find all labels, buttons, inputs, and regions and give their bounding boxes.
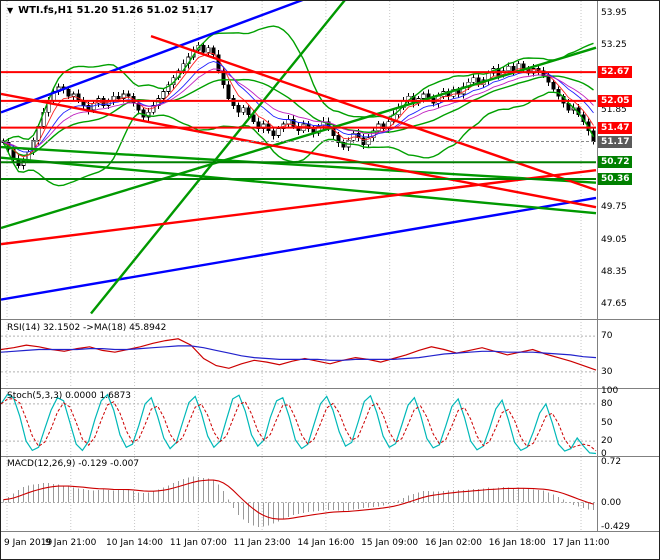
candle-body [231, 98, 236, 106]
rsi-series [1, 338, 597, 371]
rsi-series [1, 345, 597, 361]
price-panel [1, 1, 597, 315]
candle-body [161, 91, 166, 99]
trend-line-blue [1, 1, 304, 114]
trend-line-green [1, 156, 597, 215]
candle-body [151, 105, 156, 113]
moving-average-10 [3, 61, 594, 153]
candle-body [271, 130, 276, 136]
candle-body [291, 118, 296, 127]
stoch-indicator-label: Stoch(5,3,3) 0.0000 1.6873 [7, 391, 132, 401]
candle-body [316, 125, 321, 134]
trend-line-blue [1, 196, 597, 301]
candle-body [521, 63, 526, 69]
bollinger-middle [3, 75, 594, 157]
macd-indicator-label: MACD(12,26,9) -0.129 -0.007 [7, 459, 140, 469]
bollinger-upper [3, 25, 594, 143]
stoch-k-line [1, 393, 597, 455]
trend-line-red [1, 92, 597, 209]
candle-body [451, 88, 456, 97]
candle-body [511, 65, 516, 72]
candle-body [66, 88, 71, 97]
candle-body [241, 107, 246, 113]
trend-line-green [1, 46, 597, 230]
chart-title-text: WTI.fs,H1 51.20 51.26 51.02 51.17 [18, 5, 214, 16]
candle-body [421, 93, 426, 99]
candle-body [121, 93, 126, 99]
trend-line-red [150, 34, 597, 192]
trend-line-red [1, 168, 597, 246]
chart-title: ▼ WTI.fs,H1 51.20 51.26 51.02 51.17 [7, 5, 213, 16]
candle-body [341, 142, 346, 148]
trend-line-green [90, 1, 346, 315]
candle-body [551, 81, 556, 90]
candle-body [116, 95, 121, 99]
rsi-indicator-label: RSI(14) 32.1502 ->MA(18) 45.8942 [7, 323, 167, 333]
candle-body [471, 77, 476, 83]
candle-body [201, 45, 206, 53]
candle-body [211, 47, 216, 55]
macd-signal-line [3, 479, 594, 520]
moving-average-15 [3, 68, 594, 151]
candle-body [31, 139, 36, 153]
candle-body [101, 98, 106, 106]
candle-body [166, 84, 171, 92]
candle-body [146, 112, 151, 118]
candle-body [226, 84, 231, 99]
candle-body [126, 93, 131, 97]
macd-histogram [2, 476, 595, 528]
candle-body [246, 107, 251, 116]
candle-body [371, 130, 376, 139]
symbol-dropdown-icon[interactable]: ▼ [7, 5, 14, 15]
stoch-d-line [1, 398, 597, 452]
candle-body [506, 65, 511, 72]
candle-body [71, 93, 76, 97]
candle-body [276, 128, 281, 136]
trend-line-green [1, 145, 597, 184]
candle-body [206, 47, 211, 53]
candle-body [91, 102, 96, 111]
candle-body [336, 135, 341, 143]
candle-body [236, 105, 241, 113]
